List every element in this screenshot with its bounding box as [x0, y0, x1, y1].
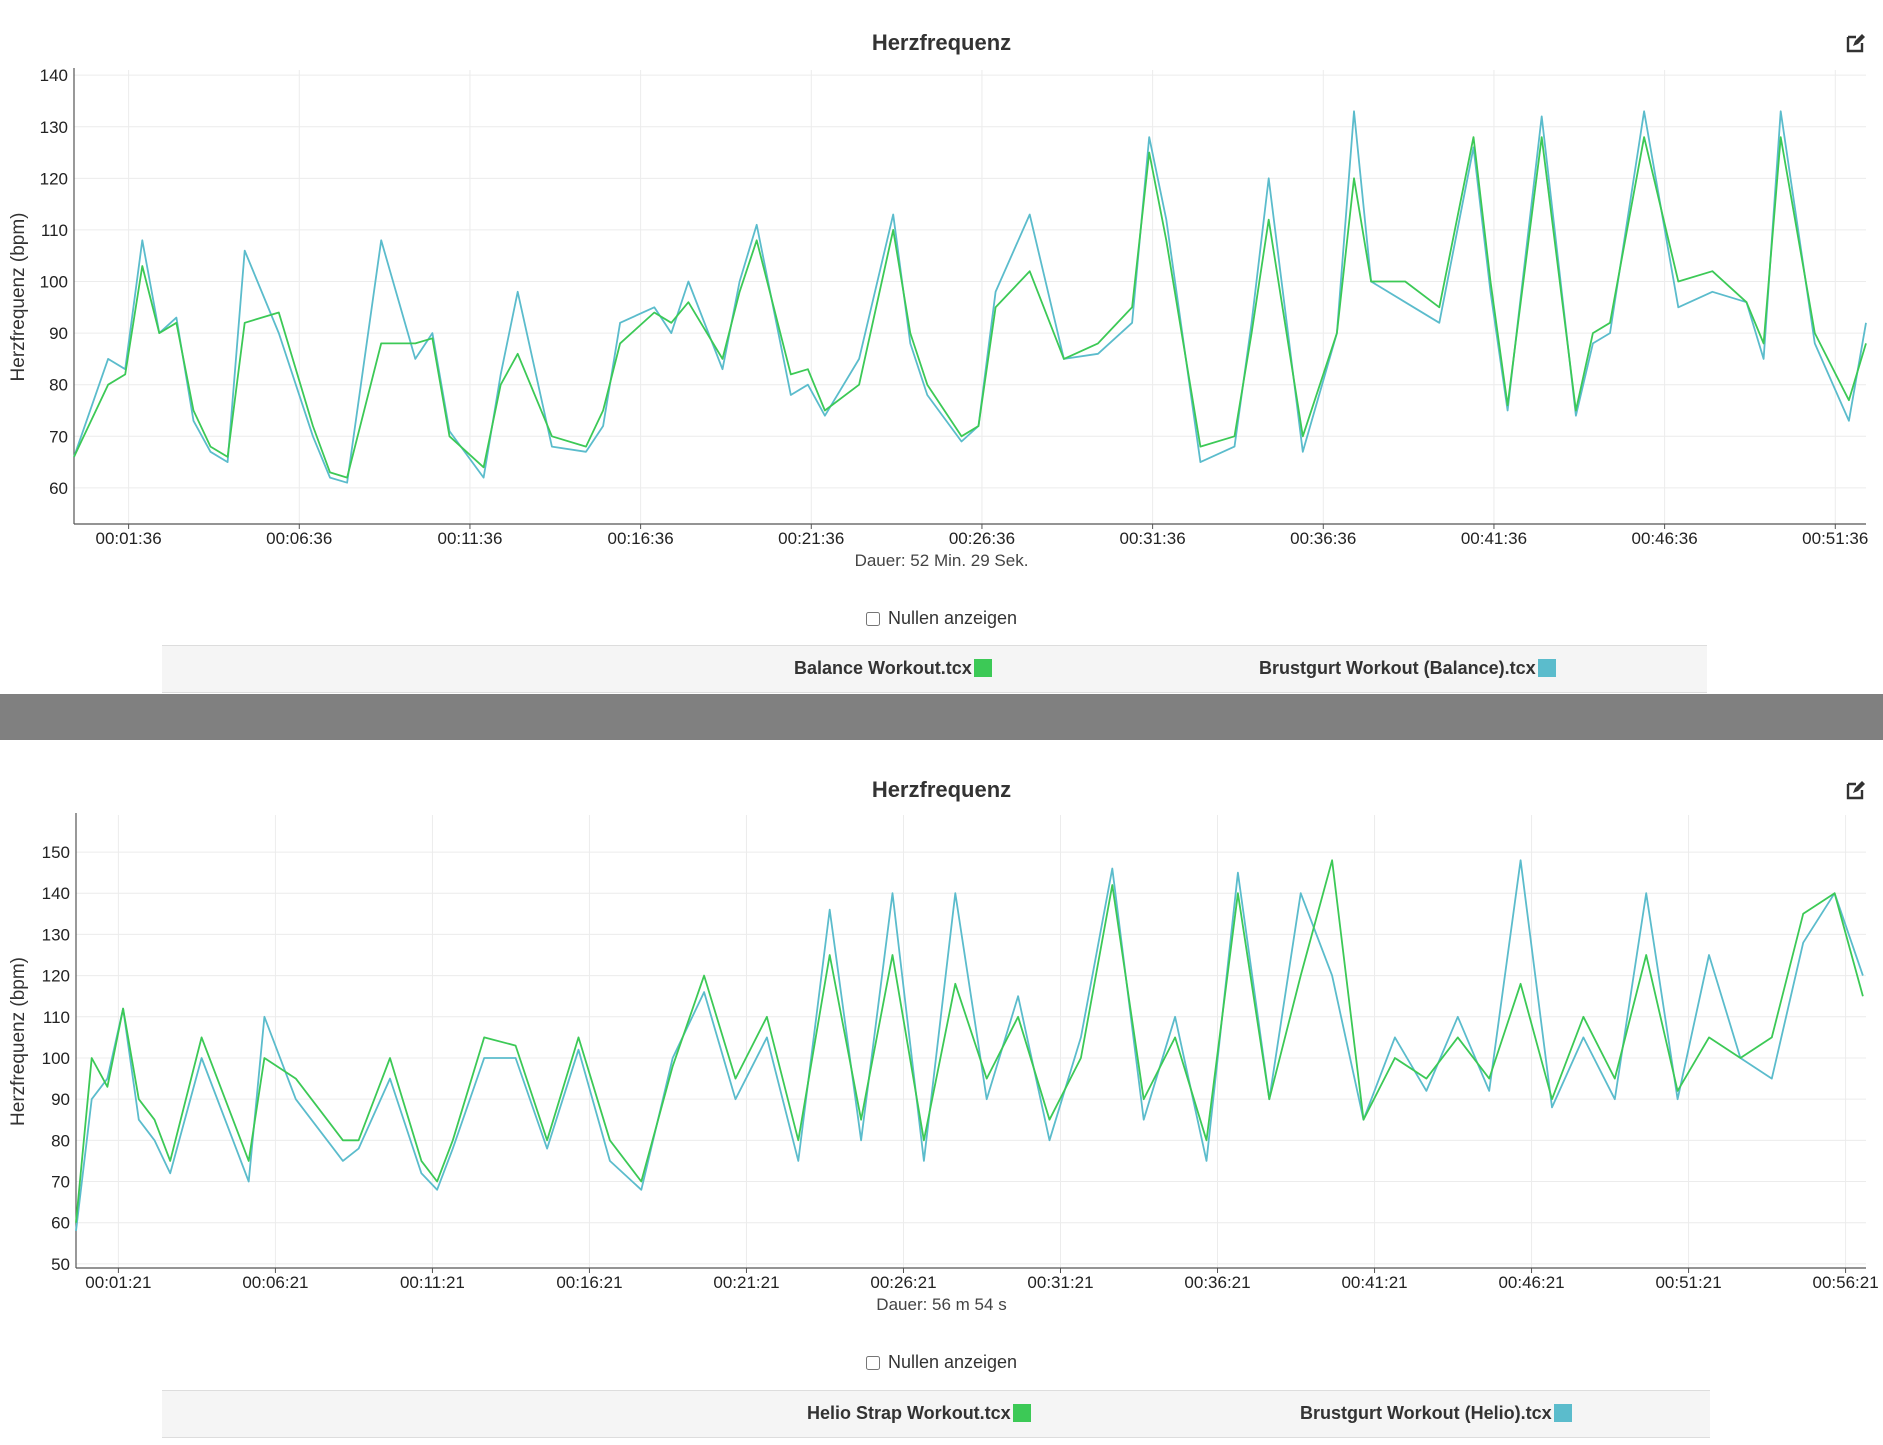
x-tick-label: 00:16:21 [556, 1273, 622, 1292]
y-tick-label: 120 [40, 169, 68, 188]
series-line-1 [73, 136, 1867, 479]
series-line-2 [73, 110, 1867, 484]
legend-item-series-2[interactable]: Brustgurt Workout (Helio).tcx [1300, 1403, 1572, 1424]
x-tick-label: 00:01:21 [85, 1273, 151, 1292]
show-zeros-toggle[interactable]: Nullen anzeigen [0, 1352, 1883, 1373]
y-tick-label: 140 [42, 884, 70, 903]
legend-item-series-1[interactable]: Helio Strap Workout.tcx [807, 1403, 1031, 1424]
heart-rate-line-chart: 50 60 70 80 90 100 110 120 130 140 150 00:01:21 00:0… [8, 813, 1879, 1292]
legend-item-series-2[interactable]: Brustgurt Workout (Balance).tcx [1259, 658, 1556, 679]
y-tick-label: 80 [49, 376, 68, 395]
y-tick-label: 130 [40, 118, 68, 137]
edit-icon[interactable] [1845, 779, 1867, 801]
y-tick-label: 150 [42, 843, 70, 862]
edit-icon[interactable] [1845, 32, 1867, 54]
y-tick-label: 90 [49, 324, 68, 343]
show-zeros-label: Nullen anzeigen [887, 1352, 1018, 1372]
y-tick-label: 100 [40, 273, 68, 292]
x-tick-label: 00:46:36 [1632, 529, 1698, 548]
y-tick-label: 100 [42, 1049, 70, 1068]
x-tick-label: 00:51:36 [1802, 529, 1868, 548]
x-tick-label: 00:26:36 [949, 529, 1015, 548]
x-tick-label: 00:11:36 [437, 529, 502, 548]
x-tick-label: 00:51:21 [1655, 1273, 1721, 1292]
x-tick-label: 00:21:36 [778, 529, 844, 548]
x-tick-label: 00:06:21 [242, 1273, 308, 1292]
legend-label: Brustgurt Workout (Balance).tcx [1259, 658, 1536, 678]
x-tick-label: 00:16:36 [608, 529, 674, 548]
legend-swatch-green [1012, 1404, 1031, 1422]
y-tick-label: 110 [43, 1008, 70, 1027]
x-tick-label: 00:26:21 [870, 1273, 936, 1292]
heart-rate-line-chart: 60 70 80 90 100 110 120 130 140 00:01:36 00:06:36 0… [8, 66, 1868, 548]
y-axis-label: Herzfrequenz (bpm) [8, 957, 29, 1126]
x-tick-label: 00:01:36 [96, 529, 162, 548]
chart-title: Herzfrequenz [871, 777, 1012, 802]
x-tick-label: 00:21:21 [713, 1273, 779, 1292]
x-tick-label: 00:46:21 [1498, 1273, 1564, 1292]
y-tick-label: 60 [51, 1214, 70, 1233]
y-tick-label: 110 [41, 221, 68, 240]
heart-rate-chart-panel-2: Herzfrequenz 50 60 70 80 90 100 110 120 130 140 15… [0, 740, 1883, 1445]
heart-rate-chart-panel-1: Herzfrequenz 60 70 80 90 100 110 120 130 140 00:0… [0, 0, 1883, 694]
x-tick-label: 00:41:21 [1341, 1273, 1407, 1292]
y-tick-label: 90 [51, 1090, 70, 1109]
show-zeros-toggle[interactable]: Nullen anzeigen [0, 608, 1883, 629]
duration-label: Dauer: 56 m 54 s [876, 1295, 1007, 1314]
y-tick-label: 70 [49, 427, 68, 446]
x-tick-label: 00:31:36 [1120, 529, 1186, 548]
y-tick-label: 70 [51, 1173, 70, 1192]
series-line-1 [75, 859, 1864, 1223]
x-tick-label: 00:11:21 [400, 1273, 465, 1292]
y-tick-label: 60 [49, 479, 68, 498]
chart-legend: Balance Workout.tcx Brustgurt Workout (B… [162, 645, 1707, 693]
legend-label: Balance Workout.tcx [794, 658, 972, 678]
duration-label: Dauer: 52 Min. 29 Sek. [854, 551, 1029, 570]
y-axis-label: Herzfrequenz (bpm) [8, 213, 29, 382]
x-tick-label: 00:36:36 [1290, 529, 1356, 548]
y-tick-label: 80 [51, 1131, 70, 1150]
panel-divider [0, 694, 1883, 740]
y-tick-label: 50 [51, 1255, 70, 1274]
x-tick-label: 00:36:21 [1184, 1273, 1250, 1292]
legend-label: Helio Strap Workout.tcx [807, 1403, 1011, 1423]
x-tick-label: 00:31:21 [1027, 1273, 1093, 1292]
legend-label: Brustgurt Workout (Helio).tcx [1300, 1403, 1552, 1423]
legend-swatch-blue [1537, 659, 1556, 677]
x-tick-label: 00:06:36 [266, 529, 332, 548]
x-tick-label: 00:41:36 [1461, 529, 1527, 548]
legend-swatch-green [973, 659, 992, 677]
x-tick-label: 00:56:21 [1812, 1273, 1878, 1292]
show-zeros-label: Nullen anzeigen [887, 608, 1018, 628]
chart-title: Herzfrequenz [871, 30, 1012, 55]
show-zeros-checkbox[interactable] [865, 612, 880, 626]
series-line-2 [75, 859, 1864, 1232]
chart-legend: Helio Strap Workout.tcx Brustgurt Workou… [162, 1390, 1710, 1438]
legend-swatch-blue [1553, 1404, 1572, 1422]
y-tick-label: 140 [40, 66, 68, 85]
show-zeros-checkbox[interactable] [865, 1356, 880, 1370]
y-tick-label: 120 [42, 967, 70, 986]
y-tick-label: 130 [42, 925, 70, 944]
legend-item-series-1[interactable]: Balance Workout.tcx [794, 658, 992, 679]
